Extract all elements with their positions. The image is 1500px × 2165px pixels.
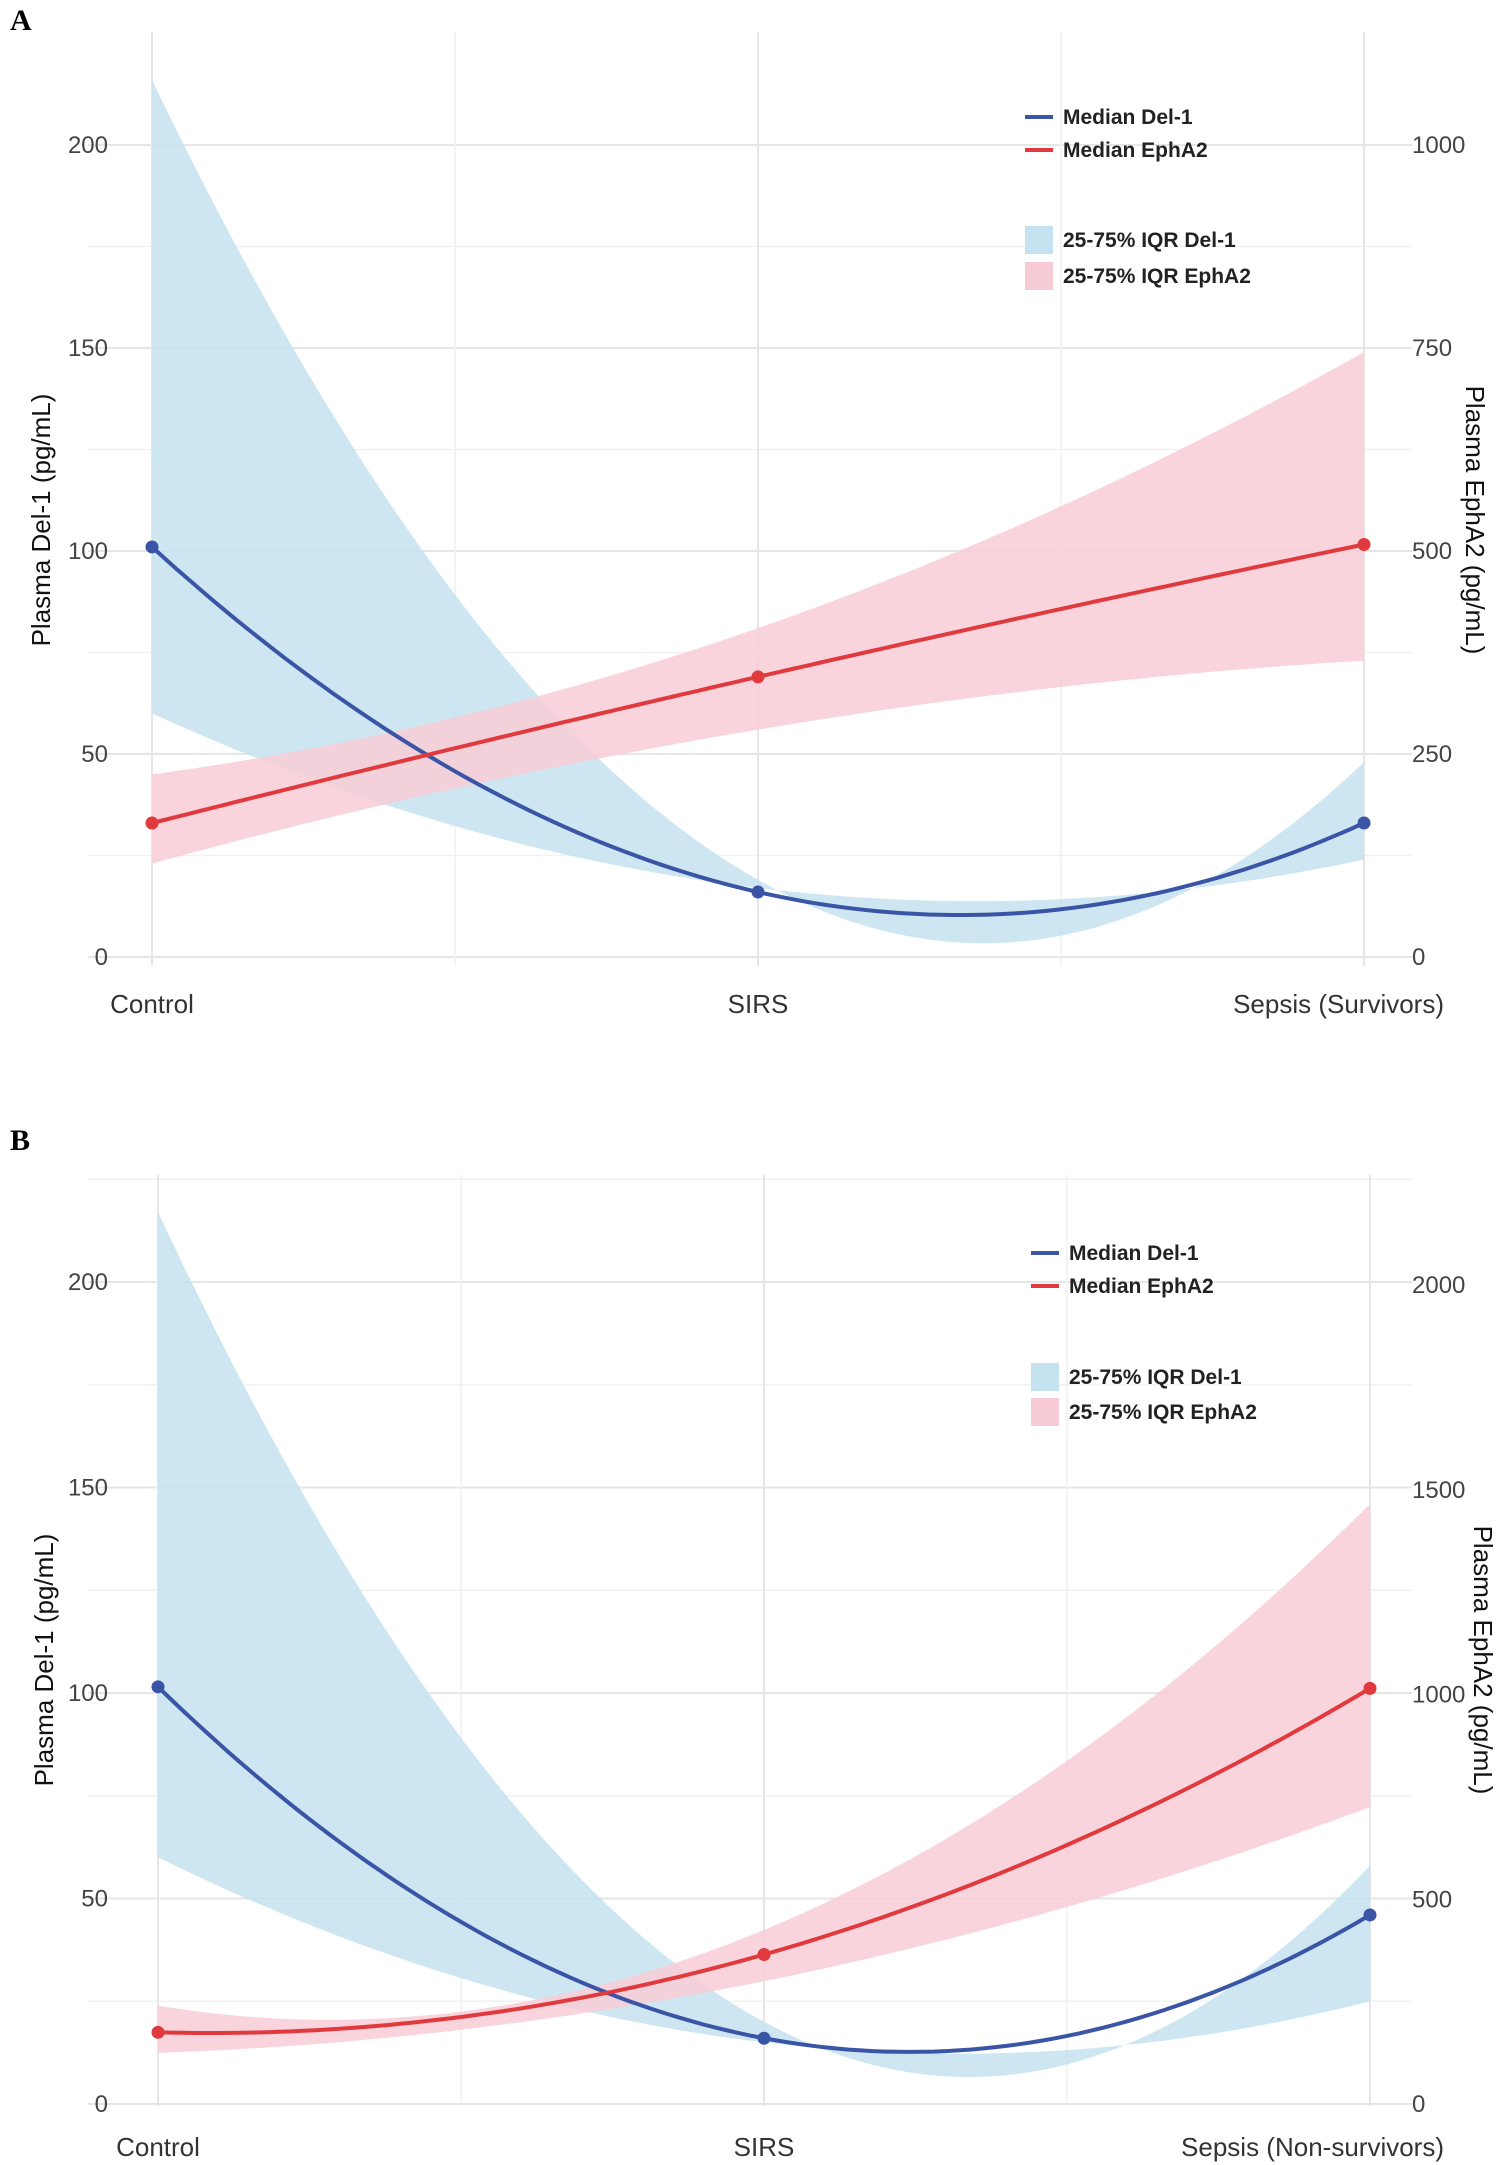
panel-a: A 0 50 100 150 200 0 250 500 750 1000 Control SIRS Se… [10,4,1490,1019]
legend-label-median-del1: Median Del-1 [1069,1242,1199,1265]
right-y-tick-label: 0 [1412,2091,1425,2118]
legend-swatch-iqr-epha2 [1025,262,1053,290]
x-category-label: Sepsis (Non-survivors) [1181,2132,1444,2162]
legend: Median Del-1 Median EphA2 25-75% IQR Del-1… [1025,106,1251,290]
right-y-tick-label: 500 [1412,538,1452,565]
median-point-del1 [151,1680,165,1694]
x-category-label: Control [116,2132,200,2162]
median-point-epha2 [145,816,159,830]
left-y-tick-label: 100 [68,538,108,565]
iqr-band-epha2 [158,1504,1370,2053]
left-y-tick-label: 50 [81,741,108,768]
right-y-axis-title: Plasma EphA2 (pg/mL) [1468,1526,1498,1795]
median-point-epha2 [751,670,765,684]
iqr-band-epha2 [152,352,1364,864]
legend-label-median-del1: Median Del-1 [1063,106,1193,129]
median-point-epha2 [151,2025,165,2039]
left-y-tick-label: 0 [95,2091,108,2118]
legend-label-iqr-del1: 25-75% IQR Del-1 [1069,1366,1242,1389]
median-point-del1 [145,540,159,554]
median-point-epha2 [757,1948,771,1962]
right-y-tick-label: 750 [1412,335,1452,362]
left-y-tick-label: 50 [81,1886,108,1913]
left-y-tick-label: 200 [68,1269,108,1296]
legend-swatch-iqr-epha2 [1031,1398,1059,1426]
x-category-label: Sepsis (Survivors) [1233,989,1444,1019]
panel-letter: A [10,4,32,37]
median-point-epha2 [1357,538,1371,552]
legend-swatch-iqr-del1 [1025,226,1053,254]
iqr-band-del1 [158,1212,1370,2078]
median-point-epha2 [1363,1681,1377,1695]
legend-label-iqr-del1: 25-75% IQR Del-1 [1063,229,1236,252]
legend-label-iqr-epha2: 25-75% IQR EphA2 [1063,265,1251,288]
left-y-tick-label: 200 [68,132,108,159]
median-point-del1 [757,2031,771,2045]
legend: Median Del-1 Median EphA2 25-75% IQR Del-1… [1031,1242,1257,1426]
left-y-axis-title: Plasma Del-1 (pg/mL) [26,394,56,647]
panel-letter: B [10,1124,30,1157]
right-y-tick-label: 500 [1412,1886,1452,1913]
median-point-del1 [751,885,765,899]
right-y-tick-label: 250 [1412,741,1452,768]
median-point-del1 [1363,1908,1377,1922]
left-y-axis-title: Plasma Del-1 (pg/mL) [29,1534,59,1787]
right-y-tick-label: 1500 [1412,1477,1465,1504]
legend-swatch-iqr-del1 [1031,1363,1059,1391]
x-category-label: SIRS [728,989,789,1019]
right-y-tick-label: 2000 [1412,1272,1465,1299]
left-y-tick-label: 0 [95,944,108,971]
legend-label-median-epha2: Median EphA2 [1063,139,1208,162]
median-point-del1 [1357,816,1371,830]
left-y-tick-label: 150 [68,1475,108,1502]
legend-label-median-epha2: Median EphA2 [1069,1275,1214,1298]
right-y-axis-title: Plasma EphA2 (pg/mL) [1460,386,1490,655]
x-category-label: SIRS [734,2132,795,2162]
x-category-label: Control [110,989,194,1019]
left-y-tick-label: 100 [68,1680,108,1707]
right-y-tick-label: 0 [1412,944,1425,971]
right-y-tick-label: 1000 [1412,1682,1465,1709]
legend-label-iqr-epha2: 25-75% IQR EphA2 [1069,1401,1257,1424]
right-y-tick-label: 1000 [1412,132,1465,159]
left-y-tick-label: 150 [68,335,108,362]
